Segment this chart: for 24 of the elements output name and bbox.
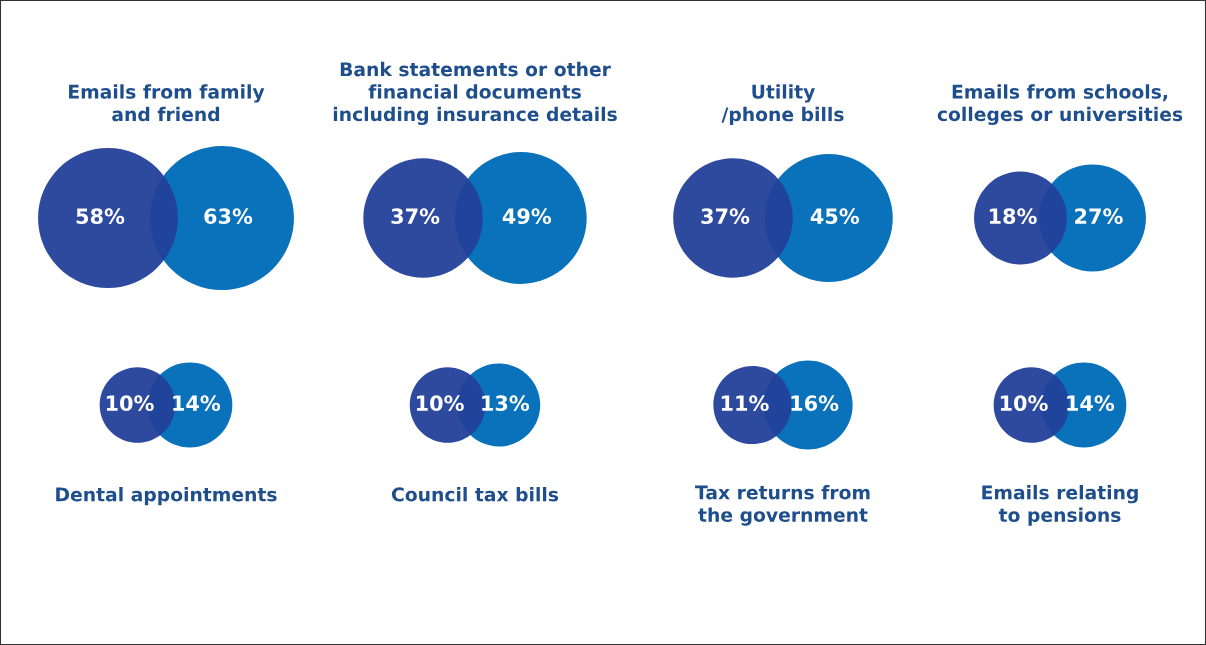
data-label: 63% — [204, 208, 253, 225]
category-label: Utility /phone bills — [721, 84, 844, 125]
data-label: 11% — [721, 395, 769, 412]
data-label: 27% — [1075, 208, 1123, 225]
category-label: Emails relating to pensions — [982, 485, 1138, 526]
data-label: 58% — [76, 208, 125, 225]
category-label: Emails from family and friend — [69, 84, 265, 122]
data-label: 16% — [791, 395, 839, 412]
category-label: Council tax bills — [391, 487, 559, 502]
category-label: Emails from schools, colleges or universities — [937, 84, 1183, 125]
data-label: 14% — [1067, 395, 1115, 412]
data-label: 37% — [391, 208, 440, 225]
data-label: 10% — [1000, 395, 1048, 412]
data-label: 37% — [701, 208, 750, 225]
data-label: 13% — [482, 395, 530, 412]
category-label: Dental appointments — [56, 487, 277, 506]
data-label: 45% — [810, 208, 860, 225]
data-label: 10% — [106, 395, 154, 412]
data-label: 49% — [502, 208, 552, 225]
category-label: Tax returns from the government — [695, 485, 870, 526]
data-label: 14% — [173, 395, 221, 412]
data-label: 10% — [416, 395, 464, 412]
data-label: 18% — [989, 208, 1037, 225]
category-label: Bank statements or other financial documents including insurance details — [333, 61, 617, 125]
